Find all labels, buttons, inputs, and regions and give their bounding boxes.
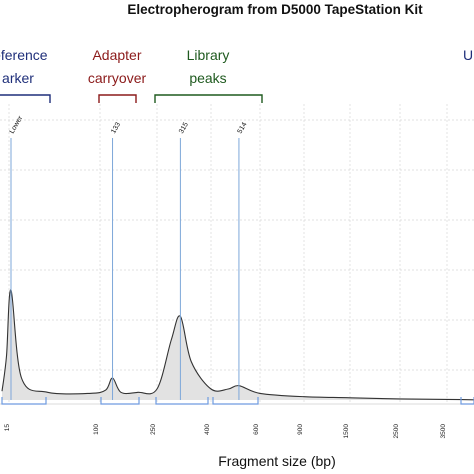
region-bracket — [1, 397, 47, 405]
peak-label: 514 — [237, 121, 249, 135]
annotation-label: U — [463, 47, 473, 63]
x-tick-label: 100 — [93, 424, 100, 435]
x-tick-label: 900 — [297, 424, 304, 435]
annotation-label: Library — [187, 47, 230, 63]
region-bracket — [155, 397, 209, 405]
x-tick-label: 3500 — [440, 424, 447, 439]
annotations: reference arker Adapter carryover Library pea… — [0, 47, 473, 103]
trace-line — [1, 289, 474, 401]
annotation-label: Adapter — [92, 47, 141, 63]
x-tick-label: 400 — [204, 424, 211, 435]
grid — [0, 104, 474, 404]
x-tick-label: 600 — [253, 424, 260, 435]
region-bracket — [460, 397, 474, 405]
chart-title: Electropherogram from D5000 TapeStation … — [127, 2, 423, 17]
annotation-bracket — [0, 94, 51, 103]
region-bracket — [100, 397, 140, 405]
region-bracket — [212, 397, 259, 405]
annotation-label: peaks — [189, 70, 226, 86]
x-axis-label: Fragment size (bp) — [218, 453, 335, 469]
annotation-label: reference — [0, 47, 48, 63]
x-tick-label: 2500 — [393, 424, 400, 439]
x-tick-label: 15 — [4, 424, 11, 432]
trace-area — [1, 289, 474, 401]
annotation-label: carryover — [88, 70, 147, 86]
x-tick-label: 1500 — [343, 424, 350, 439]
annotation-bracket — [154, 94, 263, 103]
x-axis: 151002504006009001500250035005000 — [0, 397, 474, 438]
annotation-bracket — [98, 94, 137, 103]
annotation-label: arker — [2, 70, 34, 86]
x-tick-label: 250 — [150, 424, 157, 435]
peak-label: 315 — [178, 121, 190, 135]
peak-label: 133 — [110, 121, 122, 135]
